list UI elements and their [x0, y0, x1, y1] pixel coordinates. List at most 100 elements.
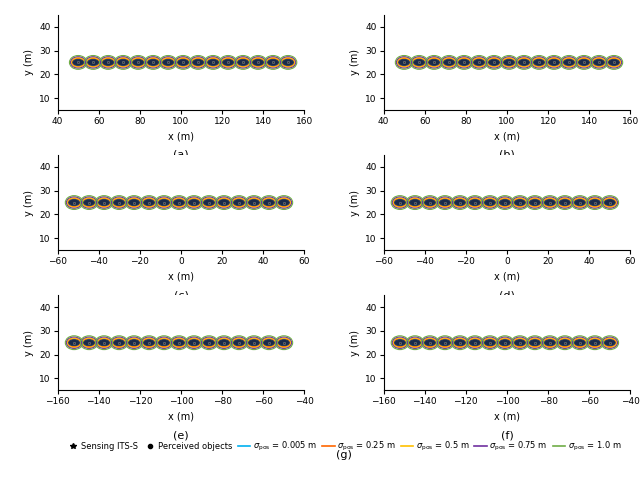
X-axis label: x (m): x (m)	[494, 272, 520, 282]
Ellipse shape	[470, 200, 480, 206]
X-axis label: x (m): x (m)	[494, 131, 520, 141]
Ellipse shape	[529, 340, 540, 346]
Ellipse shape	[189, 340, 199, 346]
Ellipse shape	[589, 340, 600, 346]
Ellipse shape	[283, 59, 293, 65]
Ellipse shape	[148, 59, 159, 65]
Ellipse shape	[429, 59, 440, 65]
Ellipse shape	[484, 200, 495, 206]
Ellipse shape	[395, 340, 405, 346]
Ellipse shape	[204, 340, 214, 346]
Ellipse shape	[474, 59, 484, 65]
Ellipse shape	[395, 200, 405, 206]
Ellipse shape	[68, 340, 79, 346]
Ellipse shape	[278, 200, 289, 206]
Ellipse shape	[219, 340, 229, 346]
Ellipse shape	[454, 200, 465, 206]
X-axis label: x (m): x (m)	[168, 412, 194, 422]
Ellipse shape	[143, 340, 154, 346]
Ellipse shape	[575, 200, 585, 206]
Ellipse shape	[410, 200, 420, 206]
Ellipse shape	[118, 59, 129, 65]
Ellipse shape	[264, 340, 275, 346]
Ellipse shape	[609, 59, 620, 65]
Ellipse shape	[163, 59, 173, 65]
Y-axis label: y (m): y (m)	[24, 190, 33, 215]
Ellipse shape	[604, 200, 615, 206]
Ellipse shape	[545, 200, 556, 206]
Ellipse shape	[410, 340, 420, 346]
Ellipse shape	[504, 59, 515, 65]
Ellipse shape	[500, 200, 510, 206]
Ellipse shape	[529, 200, 540, 206]
Ellipse shape	[223, 59, 234, 65]
Ellipse shape	[440, 200, 451, 206]
Ellipse shape	[518, 59, 529, 65]
Ellipse shape	[534, 59, 545, 65]
Ellipse shape	[88, 59, 99, 65]
Ellipse shape	[248, 200, 259, 206]
Text: (e): (e)	[173, 430, 189, 440]
Text: (f): (f)	[500, 430, 513, 440]
Ellipse shape	[103, 59, 113, 65]
Ellipse shape	[489, 59, 499, 65]
Ellipse shape	[515, 200, 525, 206]
Ellipse shape	[237, 59, 248, 65]
Legend: Sensing ITS-S, Perceived objects, $\sigma_{\rm pos}$ = 0.005 m, $\sigma_{\rm pos: Sensing ITS-S, Perceived objects, $\sigm…	[66, 440, 622, 454]
Ellipse shape	[73, 59, 84, 65]
Ellipse shape	[193, 59, 204, 65]
Ellipse shape	[413, 59, 424, 65]
Ellipse shape	[470, 340, 480, 346]
X-axis label: x (m): x (m)	[168, 272, 194, 282]
Ellipse shape	[234, 200, 244, 206]
Ellipse shape	[575, 340, 585, 346]
Ellipse shape	[459, 59, 469, 65]
Ellipse shape	[559, 340, 570, 346]
Ellipse shape	[444, 59, 454, 65]
Ellipse shape	[278, 340, 289, 346]
Ellipse shape	[604, 340, 615, 346]
Ellipse shape	[84, 340, 94, 346]
Ellipse shape	[579, 59, 589, 65]
Ellipse shape	[454, 340, 465, 346]
Ellipse shape	[208, 59, 218, 65]
Ellipse shape	[253, 59, 264, 65]
Ellipse shape	[515, 340, 525, 346]
Ellipse shape	[173, 200, 184, 206]
Ellipse shape	[99, 340, 109, 346]
Ellipse shape	[424, 200, 435, 206]
Ellipse shape	[99, 200, 109, 206]
Ellipse shape	[248, 340, 259, 346]
Text: (a): (a)	[173, 150, 189, 160]
Ellipse shape	[564, 59, 574, 65]
Ellipse shape	[548, 59, 559, 65]
Ellipse shape	[159, 200, 170, 206]
Ellipse shape	[173, 340, 184, 346]
Ellipse shape	[559, 200, 570, 206]
Ellipse shape	[484, 340, 495, 346]
Ellipse shape	[440, 340, 451, 346]
Text: (c): (c)	[173, 290, 189, 300]
Y-axis label: y (m): y (m)	[349, 329, 360, 356]
X-axis label: x (m): x (m)	[168, 131, 194, 141]
Ellipse shape	[132, 59, 143, 65]
Ellipse shape	[129, 340, 140, 346]
Ellipse shape	[114, 200, 124, 206]
Ellipse shape	[268, 59, 278, 65]
Ellipse shape	[500, 340, 510, 346]
Ellipse shape	[159, 340, 170, 346]
Ellipse shape	[178, 59, 188, 65]
Ellipse shape	[219, 200, 229, 206]
Ellipse shape	[589, 200, 600, 206]
Ellipse shape	[204, 200, 214, 206]
Text: (d): (d)	[499, 290, 515, 300]
Ellipse shape	[399, 59, 410, 65]
Ellipse shape	[545, 340, 556, 346]
X-axis label: x (m): x (m)	[494, 412, 520, 422]
Y-axis label: y (m): y (m)	[349, 49, 360, 76]
Y-axis label: y (m): y (m)	[24, 329, 33, 356]
Y-axis label: y (m): y (m)	[24, 49, 33, 76]
Ellipse shape	[68, 200, 79, 206]
Ellipse shape	[143, 200, 154, 206]
Ellipse shape	[264, 200, 275, 206]
